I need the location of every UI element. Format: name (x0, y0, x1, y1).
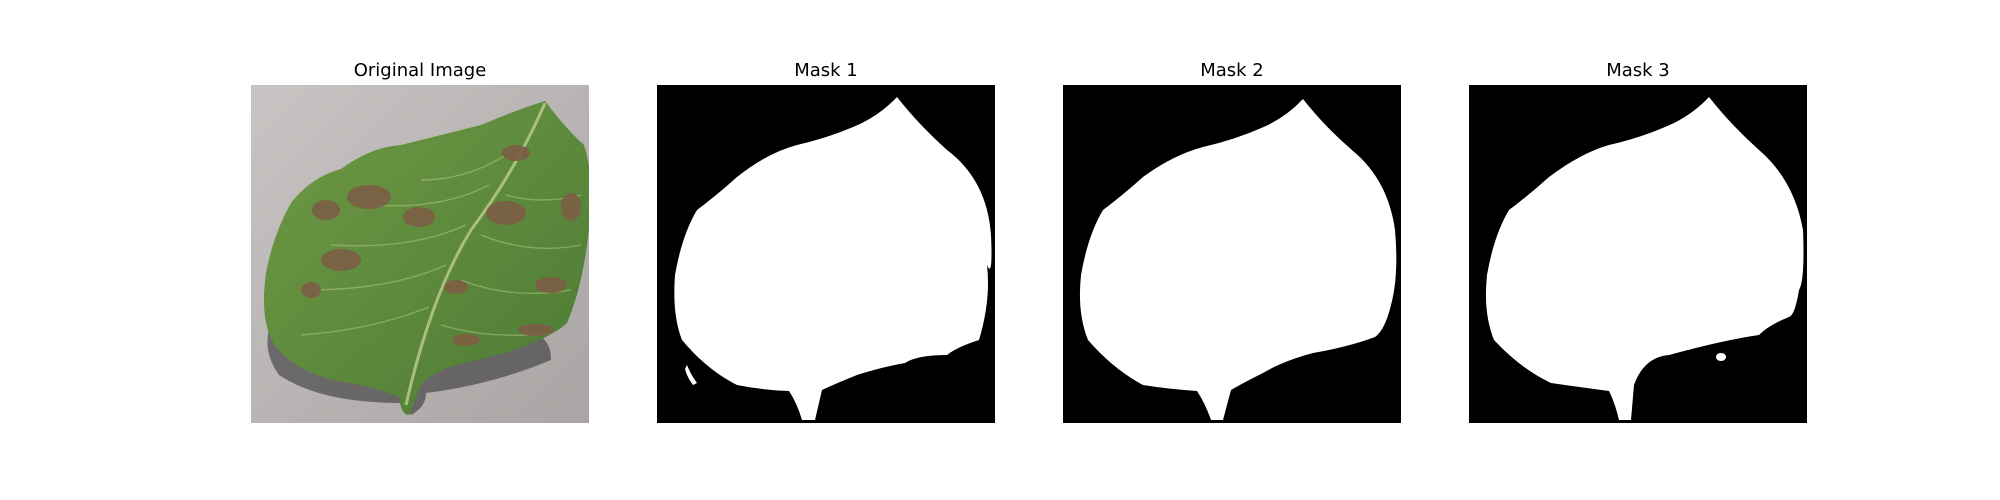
mask-2-image (1062, 84, 1402, 424)
panel-title: Mask 3 (1606, 60, 1670, 81)
original-leaf-image (250, 84, 590, 424)
panel-title: Mask 1 (794, 60, 858, 81)
mask-1-image (656, 84, 996, 424)
panel-original-image: Original Image (250, 58, 590, 424)
panel-mask-1: Mask 1 (656, 58, 996, 424)
mask-3-image (1468, 84, 1808, 424)
panel-title: Mask 2 (1200, 60, 1264, 81)
panel-mask-3: Mask 3 (1468, 58, 1808, 424)
panel-mask-2: Mask 2 (1062, 58, 1402, 424)
panel-title: Original Image (353, 60, 487, 81)
